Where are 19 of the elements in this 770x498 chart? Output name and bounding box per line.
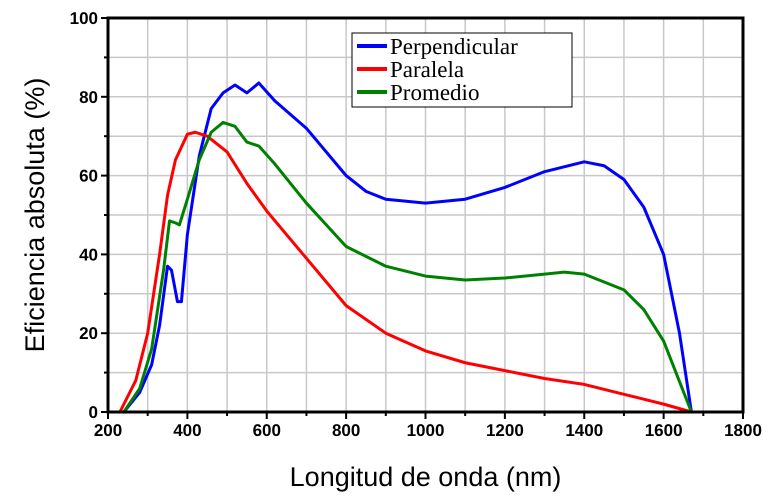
x-tick-label: 400 — [173, 421, 202, 440]
y-tick-label: 0 — [88, 403, 98, 422]
y-tick-label: 80 — [79, 88, 98, 107]
x-tick-label: 1200 — [486, 421, 524, 440]
x-tick-label: 800 — [332, 421, 360, 440]
y-tick-label: 60 — [79, 166, 98, 186]
x-axis-title: Longitud de onda (nm) — [290, 462, 562, 492]
y-tick-label: 100 — [70, 9, 98, 28]
x-tick-label: 1600 — [644, 421, 683, 440]
x-tick-label: 1800 — [724, 421, 762, 440]
y-axis-title: Eficiencia absoluta (%) — [20, 78, 50, 352]
x-tick-label: 600 — [252, 421, 281, 440]
legend-label: Perpendicular — [390, 34, 518, 59]
legend-label: Promedio — [390, 80, 480, 105]
x-tick-label: 1400 — [565, 421, 604, 440]
x-tick-label: 1000 — [406, 421, 444, 440]
y-tick-label: 40 — [79, 245, 98, 264]
x-tick-label: 200 — [94, 421, 122, 440]
y-tick-label: 20 — [79, 324, 98, 344]
